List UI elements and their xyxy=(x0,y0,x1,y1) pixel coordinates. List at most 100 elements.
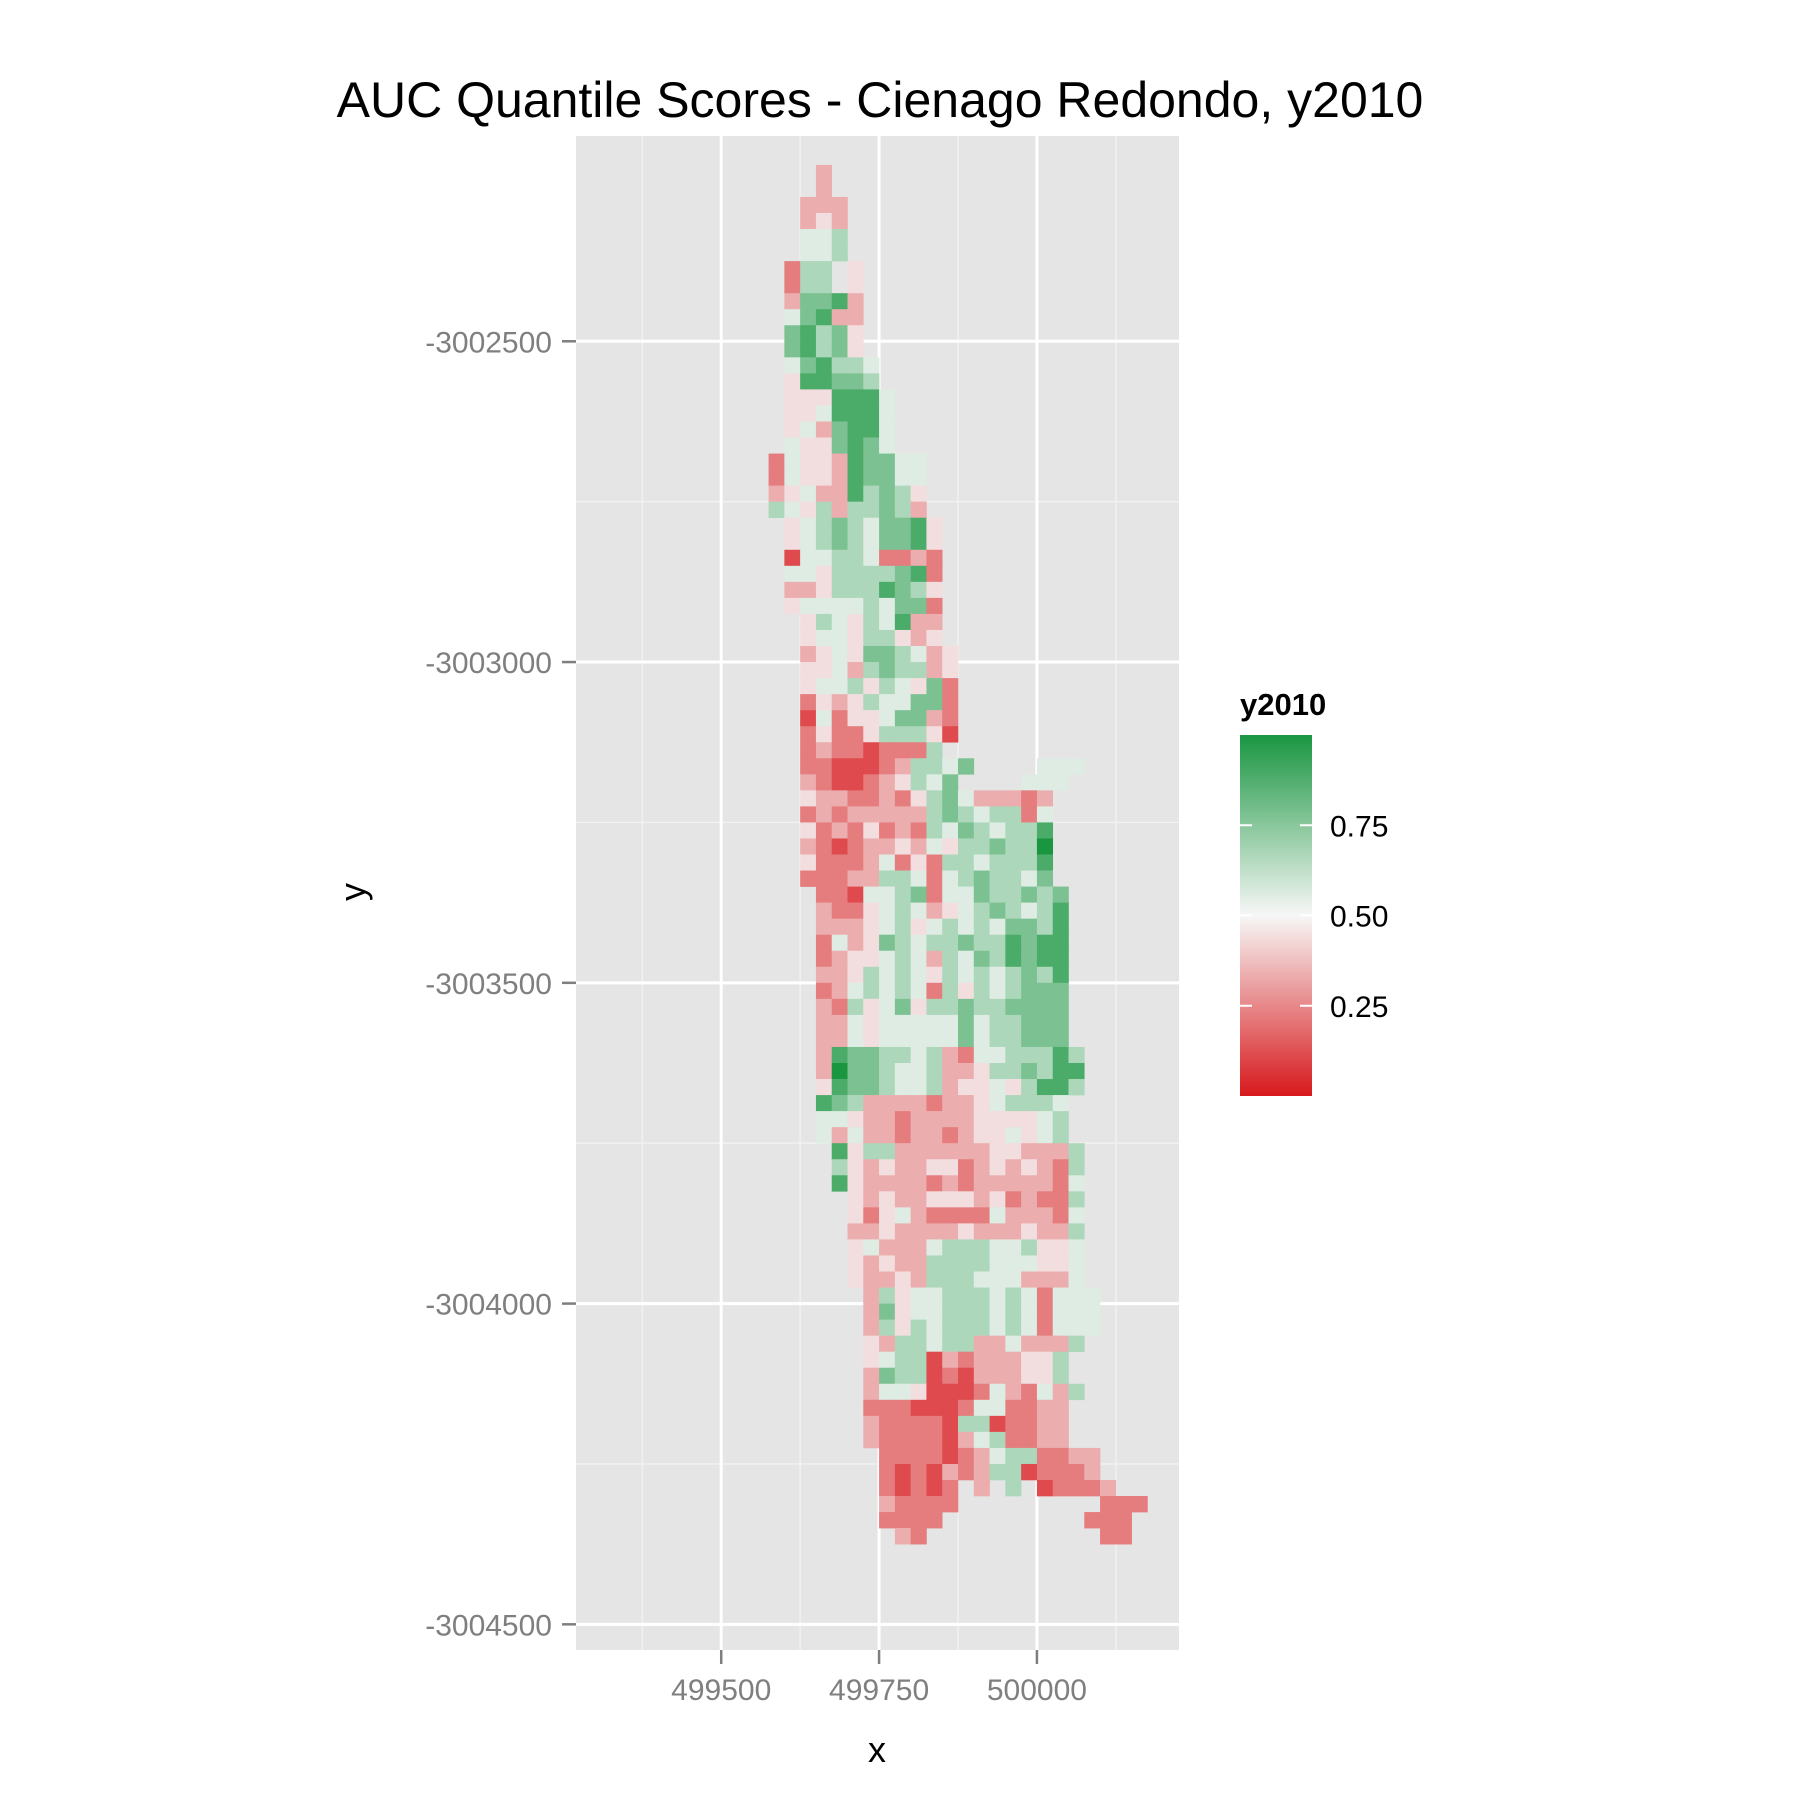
heatmap-tile xyxy=(847,549,864,567)
heatmap-tile xyxy=(863,357,880,374)
heatmap-tile xyxy=(942,1287,959,1304)
heatmap-tile xyxy=(894,902,911,919)
heatmap-tile xyxy=(863,533,880,551)
heatmap-tile xyxy=(1036,982,1054,1000)
heatmap-tile xyxy=(989,790,1006,807)
heatmap-tile xyxy=(879,1367,896,1385)
heatmap-tile xyxy=(894,710,911,727)
heatmap-tile xyxy=(815,325,833,342)
heatmap-tile xyxy=(958,1351,975,1369)
heatmap-tile xyxy=(784,405,801,422)
heatmap-tile xyxy=(1036,774,1054,791)
heatmap-tile xyxy=(910,485,927,502)
heatmap-tile xyxy=(910,886,927,903)
heatmap-tile xyxy=(1021,1143,1038,1160)
heatmap-tile xyxy=(1021,1447,1038,1465)
heatmap-tile xyxy=(973,1319,990,1336)
heatmap-tile xyxy=(1021,1399,1038,1417)
heatmap-tile xyxy=(847,870,864,887)
heatmap-tile xyxy=(879,886,896,903)
heatmap-tile xyxy=(879,726,896,743)
heatmap-tile xyxy=(910,1383,927,1401)
heatmap-tile xyxy=(1005,1175,1022,1192)
heatmap-tile xyxy=(815,437,833,454)
heatmap-tile xyxy=(942,950,959,968)
heatmap-tile xyxy=(847,806,864,823)
heatmap-tile xyxy=(1005,1399,1022,1417)
heatmap-tile xyxy=(863,1159,880,1176)
heatmap-tile xyxy=(863,966,880,984)
color-legend: y2010 0.25 0.50 0.75 xyxy=(1240,687,1388,1096)
heatmap-tile xyxy=(926,742,943,759)
heatmap-tile xyxy=(910,646,927,663)
heatmap-tile xyxy=(973,1447,990,1465)
heatmap-tile xyxy=(894,533,911,551)
heatmap-tile xyxy=(1036,1127,1054,1144)
heatmap-tile xyxy=(910,1447,927,1465)
heatmap-tile xyxy=(879,902,896,919)
heatmap-tile xyxy=(800,212,817,230)
heatmap-tile xyxy=(973,790,990,807)
heatmap-tile xyxy=(942,1143,959,1160)
heatmap-tile xyxy=(926,1191,943,1208)
heatmap-tile xyxy=(1005,1335,1022,1352)
heatmap-tile xyxy=(831,966,848,984)
heatmap-tile xyxy=(847,1095,864,1112)
heatmap-tile xyxy=(879,1512,896,1529)
heatmap-tile xyxy=(973,1111,990,1128)
heatmap-tile xyxy=(815,373,833,390)
heatmap-tile xyxy=(1021,822,1038,839)
heatmap-tile xyxy=(1036,1014,1054,1032)
heatmap-tile xyxy=(847,1014,864,1032)
heatmap-tile xyxy=(1005,790,1022,807)
heatmap-tile xyxy=(831,1046,848,1064)
heatmap-tile xyxy=(1068,1255,1085,1272)
heatmap-tile xyxy=(958,758,975,775)
heatmap-tile xyxy=(879,822,896,839)
heatmap-tile xyxy=(831,597,848,615)
heatmap-tile xyxy=(910,469,927,486)
heatmap-tile xyxy=(1068,1319,1085,1336)
heatmap-tile xyxy=(1005,1030,1022,1048)
heatmap-tile xyxy=(942,694,959,711)
heatmap-tile xyxy=(1052,934,1069,952)
heatmap-tile xyxy=(926,838,943,855)
heatmap-tile xyxy=(926,1079,943,1096)
heatmap-tile xyxy=(1036,1063,1054,1080)
heatmap-tile xyxy=(815,485,833,502)
heatmap-tile xyxy=(815,581,833,599)
heatmap-tile xyxy=(847,277,864,294)
heatmap-tile xyxy=(942,1399,959,1417)
heatmap-tile xyxy=(831,421,848,438)
heatmap-tile xyxy=(815,277,833,294)
heatmap-tile xyxy=(973,982,990,1000)
heatmap-tile xyxy=(800,710,817,727)
heatmap-tile xyxy=(894,758,911,775)
heatmap-tile xyxy=(973,1095,990,1112)
heatmap-tile xyxy=(831,870,848,887)
heatmap-tile xyxy=(1021,1255,1038,1272)
heatmap-tile xyxy=(942,1480,959,1497)
heatmap-tile xyxy=(910,565,927,583)
heatmap-tile xyxy=(958,1239,975,1256)
heatmap-tile xyxy=(863,453,880,470)
y-tick-label-4: -3004500 xyxy=(425,1609,552,1642)
heatmap-tile xyxy=(847,1143,864,1160)
heatmap-tile xyxy=(863,437,880,454)
heatmap-tile xyxy=(879,613,896,631)
heatmap-tile xyxy=(942,774,959,791)
heatmap-tile xyxy=(989,1014,1006,1032)
heatmap-tile xyxy=(910,1046,927,1064)
heatmap-tile xyxy=(894,1335,911,1352)
heatmap-tile xyxy=(831,982,848,1000)
heatmap-tile xyxy=(863,1143,880,1160)
heatmap-tile xyxy=(784,261,801,278)
heatmap-tile xyxy=(926,565,943,583)
heatmap-tile xyxy=(973,854,990,871)
heatmap-tile xyxy=(1036,1239,1054,1256)
heatmap-tile xyxy=(879,517,896,535)
heatmap-tile xyxy=(926,870,943,887)
heatmap-tile xyxy=(973,870,990,887)
heatmap-tile xyxy=(800,742,817,759)
heatmap-tile xyxy=(910,1528,927,1545)
